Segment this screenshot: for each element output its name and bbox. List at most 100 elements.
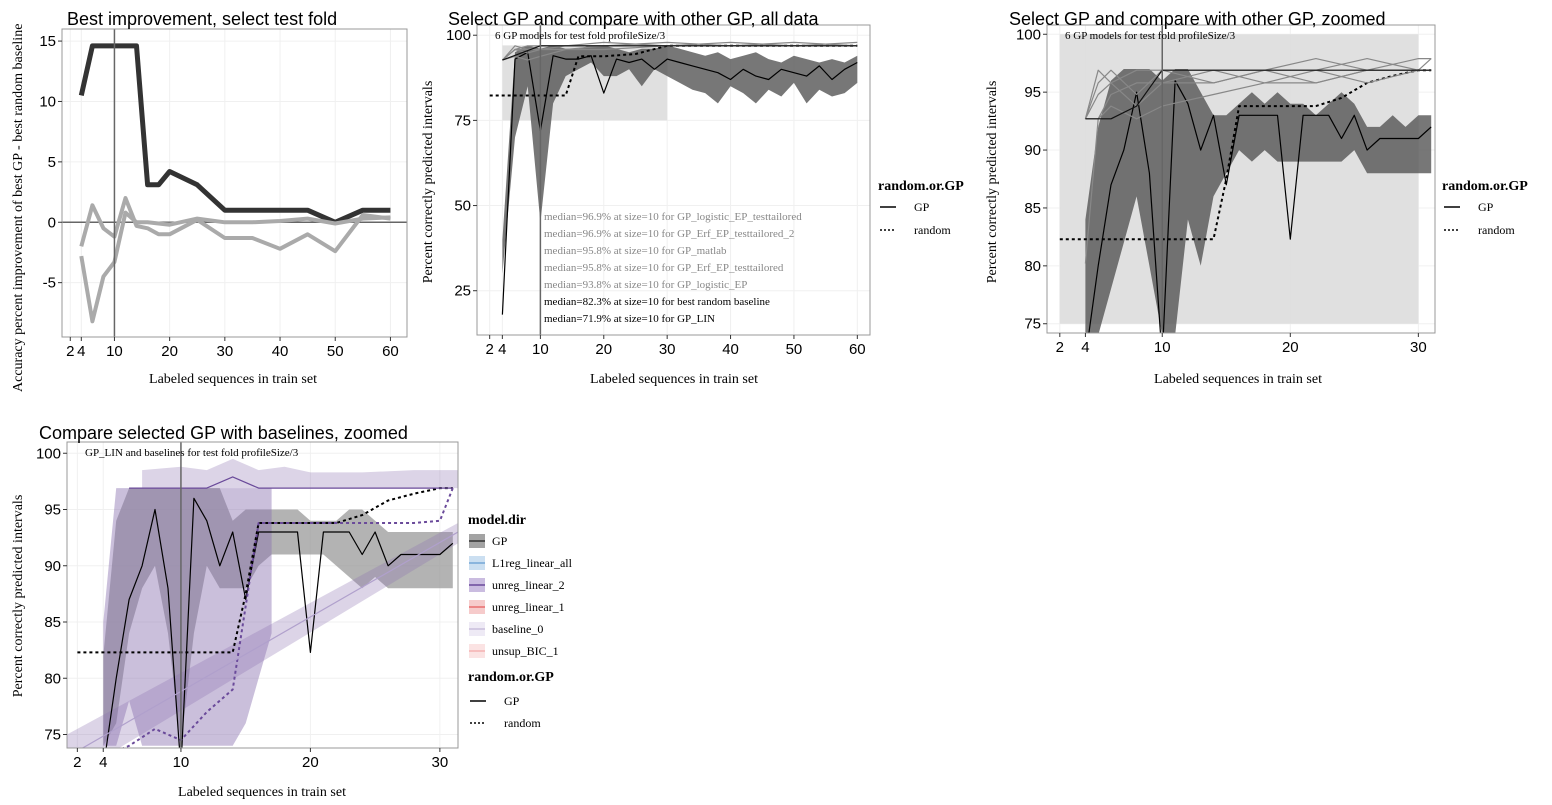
panel4-title: Compare selected GP with baselines, zoom… (39, 423, 408, 443)
panel3-xlabel: Labeled sequences in train set (1154, 372, 1322, 387)
panel1-ylabel: Accuracy percent improvement of best GP … (11, 24, 26, 392)
series-other-fold-b (79, 210, 391, 324)
legend-label: unreg_linear_1 (492, 600, 565, 614)
panel3-title: Select GP and compare with other GP, zoo… (1009, 9, 1386, 29)
x-tick-label: 50 (786, 341, 803, 358)
y-tick-label: 95 (44, 502, 61, 519)
median-annotation: median=82.3% at size=10 for best random … (544, 296, 770, 308)
panel-baselines-zoomed: Compare selected GP with baselines, zoom… (11, 423, 408, 800)
panel4-ylabel: Percent correctly predicted intervals (11, 495, 26, 698)
series-gp-lin (105, 497, 454, 748)
panel1-title: Best improvement, select test fold (67, 9, 337, 29)
series-gp-lin (1088, 79, 1432, 333)
legend-label: baseline_0 (492, 622, 543, 636)
panel-subtitle: GP_LIN and baselines for test fold profi… (85, 447, 299, 459)
legend-label-gp: GP (1478, 200, 1494, 214)
series-best-random-baseline (77, 487, 453, 654)
panel-3-plot: 2 4 10 20 30 75 80 85 90 95 100 6 GP models for tes… (1016, 24, 1436, 356)
x-tick-label: 50 (327, 343, 344, 360)
legend-title: random.or.GP (1442, 179, 1528, 194)
plot-border (61, 28, 408, 338)
series-selected-fold (78, 43, 391, 225)
legend-label-random: random (504, 716, 541, 730)
panel-3-legend: random.or.GP GP random (1442, 179, 1528, 237)
legend-label: GP (492, 534, 508, 548)
y-tick-label: -5 (43, 275, 56, 292)
y-tick-label: 100 (36, 445, 61, 462)
y-tick-label: 100 (1016, 26, 1041, 43)
panel1-xlabel: Labeled sequences in train set (149, 372, 317, 387)
plot-border (66, 441, 459, 749)
y-tick-label: 95 (1024, 84, 1041, 101)
x-tick-label: 20 (302, 754, 319, 771)
y-tick-label: 100 (446, 27, 471, 44)
y-tick-label: 90 (1024, 142, 1041, 159)
x-tick-label: 30 (216, 343, 233, 360)
median-annotation: median=96.9% at size=10 for GP_Erf_EP_te… (544, 228, 794, 240)
y-tick-label: 85 (44, 614, 61, 631)
panel-gp-zoomed: Select GP and compare with other GP, zoo… (985, 9, 1386, 387)
series-gp-lin (501, 51, 858, 315)
legend-label-random: random (1478, 223, 1515, 237)
plot-background (62, 29, 407, 337)
panel-1-plot: 2 4 10 20 30 40 50 60 -5 0 5 10 15 (39, 28, 408, 360)
legend-title-2: random.or.GP (468, 670, 554, 685)
median-annotation: median=95.8% at size=10 for GP_Erf_EP_te… (544, 262, 784, 274)
y-tick-label: 75 (454, 112, 471, 129)
x-tick-label: 2 (66, 343, 74, 360)
plot-border (476, 24, 871, 336)
x-tick-label: 4 (99, 754, 107, 771)
panel3-ylabel: Percent correctly predicted intervals (985, 81, 1000, 284)
x-tick-label: 2 (73, 754, 81, 771)
series-gp-erf-ep-testtailored-2 (502, 41, 858, 61)
x-tick-label: 20 (1282, 339, 1299, 356)
plot-area (1059, 34, 1432, 333)
legend-label-gp: GP (914, 200, 930, 214)
y-tick-label: 75 (1024, 316, 1041, 333)
plot-area (67, 458, 458, 748)
x-tick-label: 30 (659, 341, 676, 358)
x-tick-label: 60 (849, 341, 866, 358)
legend-title: model.dir (468, 513, 526, 528)
band-gp-lin-interval (1085, 69, 1432, 333)
y-tick-label: 90 (44, 558, 61, 575)
y-tick-label: 10 (39, 93, 56, 110)
x-tick-label: 2 (486, 341, 494, 358)
x-tick-label: 30 (432, 754, 449, 771)
x-tick-label: 10 (106, 343, 123, 360)
y-tick-label: 85 (1024, 200, 1041, 217)
x-tick-label: 4 (1081, 339, 1089, 356)
median-annotation: median=95.8% at size=10 for GP_matlab (544, 245, 727, 257)
y-tick-label: 80 (1024, 258, 1041, 275)
panel-2-plot: 2 4 10 20 30 40 50 60 25 50 75 100 6 GP models for t… (446, 24, 871, 358)
legend-label: unreg_linear_2 (492, 578, 565, 592)
x-tick-label: 4 (498, 341, 506, 358)
y-tick-label: 75 (44, 727, 61, 744)
median-annotation: median=96.9% at size=10 for GP_logistic_… (544, 211, 802, 223)
plot-border (1046, 24, 1436, 334)
legend-label-gp: GP (504, 694, 520, 708)
x-tick-label: 10 (173, 754, 190, 771)
y-tick-label: 15 (39, 33, 56, 50)
x-tick-label: 10 (1154, 339, 1171, 356)
y-tick-label: 5 (48, 154, 56, 171)
panel-gp-all-data: Select GP and compare with other GP, all… (421, 9, 820, 387)
plot-area (489, 41, 858, 315)
panel4-xlabel: Labeled sequences in train set (178, 785, 346, 800)
x-tick-label: 60 (382, 343, 399, 360)
legend-label: unsup_BIC_1 (492, 644, 559, 658)
band-gp (103, 488, 453, 746)
series-best-random-baseline (1059, 69, 1432, 241)
y-tick-label: 25 (454, 283, 471, 300)
legend-label: L1reg_linear_all (492, 556, 573, 570)
series-baseline-0 (81, 531, 458, 748)
median-annotation: median=93.8% at size=10 for GP_logistic_… (544, 279, 747, 291)
legend-label-random: random (914, 223, 951, 237)
panel-best-improvement: Best improvement, select test fold Label… (11, 9, 337, 392)
plot-area (62, 43, 407, 324)
x-tick-label: 2 (1056, 339, 1064, 356)
x-tick-label: 10 (532, 341, 549, 358)
x-tick-label: 20 (595, 341, 612, 358)
series-selected-gp (1085, 69, 1432, 120)
